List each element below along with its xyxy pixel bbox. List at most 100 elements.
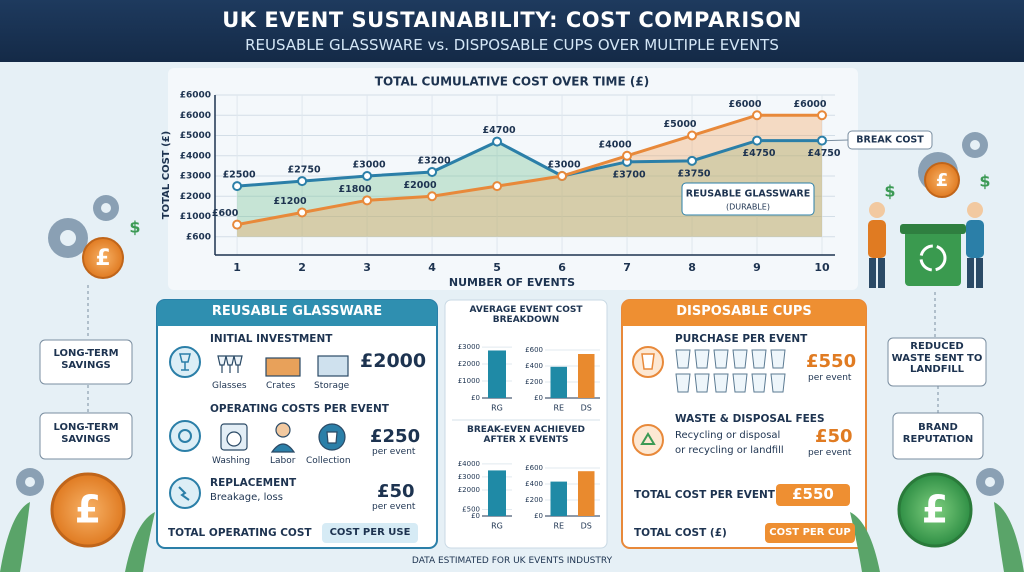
area: [237, 140, 823, 237]
x-tick-label: 1: [233, 261, 241, 274]
y-tick-label: £200: [525, 496, 543, 504]
data-label: £2000: [404, 180, 437, 191]
section-title: PURCHASE PER EVENT: [675, 333, 808, 345]
data-label: £6000: [793, 99, 826, 110]
section-detail: Breakage, loss: [210, 492, 283, 503]
callout-text: LONG-TERM SAVINGS: [53, 422, 119, 445]
x-tick-label: RE: [553, 404, 564, 413]
amount-unit: per event: [372, 502, 416, 512]
x-tick-label: RG: [491, 522, 503, 531]
x-tick-label: RE: [553, 522, 564, 531]
x-tick-label: 6: [558, 261, 566, 274]
cup: [732, 373, 748, 393]
data-label: £6000: [728, 99, 761, 110]
coin-symbol: £: [95, 246, 110, 271]
cup: [713, 373, 729, 393]
point: [232, 219, 243, 230]
legend-subtitle: (DURABLE): [726, 203, 770, 212]
amount: £2000: [360, 350, 427, 372]
cup: [751, 349, 767, 369]
data-label: £5000: [663, 119, 696, 130]
section-detail: Recycling or disposal: [675, 430, 781, 441]
point: [752, 110, 763, 121]
cup: [675, 349, 691, 369]
dollar-symbol: $: [129, 218, 140, 237]
cup: [694, 373, 710, 393]
annotation-line: [826, 139, 849, 142]
data-label: £3000: [548, 160, 581, 171]
left-decor: [0, 195, 155, 572]
callout-boxes: [39, 337, 987, 460]
reusable-header: [157, 300, 437, 326]
page-subtitle: REUSABLE GLASSWARE vs. DISPOSABLE CUPS O…: [245, 36, 779, 54]
annotation: BREAK COST: [856, 135, 924, 146]
amount: £550: [806, 351, 857, 372]
y-tick-label: £4000: [458, 460, 480, 468]
icon-circles: [169, 346, 664, 509]
amount-unit: per event: [372, 447, 416, 457]
point: [557, 171, 568, 182]
coin-symbol: £: [75, 488, 101, 532]
point: [362, 171, 373, 182]
cup: [770, 373, 786, 393]
disposable-header: [622, 300, 866, 326]
section-title: OPERATING COSTS PER EVENT: [210, 403, 389, 415]
y-tick-label: £2000: [458, 360, 480, 368]
cup: [675, 373, 691, 393]
x-tick-label: 3: [363, 261, 371, 274]
total-label: TOTAL COST PER EVENT: [634, 489, 775, 501]
point: [622, 150, 633, 161]
x-tick-label: 10: [814, 261, 830, 274]
y-tick-label: £600: [525, 464, 543, 472]
y-tick-label: £1000: [458, 377, 480, 385]
amount: £250: [370, 426, 421, 447]
badge: [765, 523, 855, 543]
y-tick-label: £2000: [458, 486, 480, 494]
total-label: TOTAL OPERATING COST: [168, 527, 312, 539]
item-label: Collection: [306, 456, 351, 466]
y-tick-label: £1000: [180, 212, 211, 222]
y-tick-label: £400: [525, 362, 543, 370]
section-detail: or recycling or landfill: [675, 445, 784, 456]
y-tick-label: £600: [525, 346, 543, 354]
item-icons: [217, 355, 349, 453]
section-title: REPLACEMENT: [210, 477, 297, 489]
data-label: £1800: [339, 184, 372, 195]
point: [427, 191, 438, 202]
point: [362, 195, 373, 206]
data-label: £4750: [807, 148, 840, 159]
data-label: £3700: [613, 169, 646, 180]
y-axis-label: TOTAL COST (£): [161, 131, 172, 219]
point: [752, 135, 763, 146]
item-label: Washing: [212, 456, 251, 466]
bar: [488, 350, 506, 398]
data-label: £3200: [418, 155, 451, 166]
x-tick-label: 9: [753, 261, 761, 274]
section-title: INITIAL INVESTMENT: [210, 333, 333, 345]
point: [817, 110, 828, 121]
chart-title: TOTAL CUMULATIVE COST OVER TIME (£): [375, 75, 649, 89]
bar: [578, 471, 595, 516]
right-decor: [850, 132, 1024, 572]
chart-panel: [168, 68, 858, 290]
data-label: £4700: [483, 125, 516, 136]
point: [687, 130, 698, 141]
item-label: Glasses: [212, 381, 247, 391]
point: [687, 155, 698, 166]
page-title: UK EVENT SUSTAINABILITY: COST COMPARISON: [222, 8, 802, 32]
callout-text: REDUCED WASTE SENT TO LANDFILL: [891, 341, 983, 375]
bar: [488, 470, 506, 516]
cup: [751, 373, 767, 393]
data-label: £2750: [288, 165, 321, 176]
y-tick-label: £5000: [180, 131, 211, 141]
badge: [776, 484, 850, 506]
data-label: £2500: [223, 170, 256, 181]
bar: [550, 366, 567, 398]
area: [237, 115, 823, 237]
y-tick-label: £0: [471, 512, 480, 520]
badge-text: COST PER USE: [329, 527, 411, 538]
item-label: Labor: [270, 456, 296, 466]
dollar-symbol: $: [884, 182, 895, 201]
item-label: Crates: [266, 381, 296, 391]
point: [492, 181, 503, 192]
